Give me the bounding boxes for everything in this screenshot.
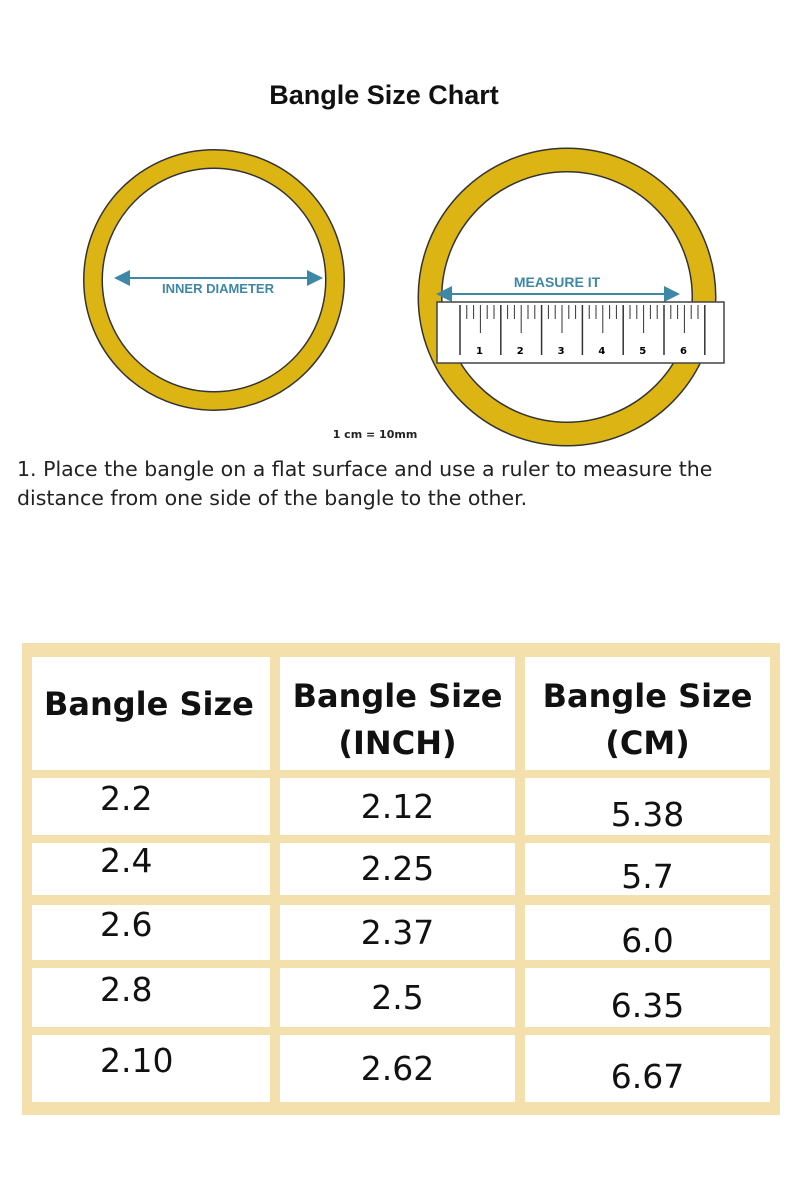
cell-value: 2.25 xyxy=(360,849,435,888)
table-cell: 6.35 xyxy=(525,968,770,1027)
table-cell: 2.10 xyxy=(32,1035,270,1102)
scale-note: 1 cm = 10mm xyxy=(332,428,418,441)
table-cell: 5.7 xyxy=(525,843,770,896)
cell-value: 2.2 xyxy=(100,779,153,818)
ruler-number: 5 xyxy=(639,346,646,357)
bangle-measure-illustration: MEASURE IT 1 2 3 4 5 6 xyxy=(417,147,725,447)
ruler xyxy=(436,301,725,364)
header-label: Bangle Size xyxy=(44,685,254,723)
table-cell: 2.37 xyxy=(280,905,515,960)
header-label: Bangle Size (CM) xyxy=(542,677,753,762)
instruction-text: 1. Place the bangle on a flat surface an… xyxy=(17,457,713,510)
cell-value: 2.4 xyxy=(100,841,153,880)
cell-value: 2.37 xyxy=(360,913,435,952)
table-header: Bangle Size (INCH) xyxy=(280,657,515,770)
cell-value: 2.12 xyxy=(360,787,435,826)
bangle-diagram: INNER DIAMETER MEASURE IT 1 2 3 4 5 6 xyxy=(83,147,725,447)
cell-value: 6.35 xyxy=(610,986,685,1025)
ruler-ticks xyxy=(459,305,706,355)
bangle-inner-diameter-illustration: INNER DIAMETER xyxy=(83,149,345,411)
cell-value: 5.38 xyxy=(610,795,685,834)
ruler-number: 4 xyxy=(598,346,605,357)
table-cell: 2.62 xyxy=(280,1035,515,1102)
table-cell: 2.12 xyxy=(280,778,515,835)
table-cell: 6.0 xyxy=(525,905,770,960)
table-header: Bangle Size xyxy=(32,657,270,770)
cell-value: 6.0 xyxy=(621,921,674,960)
ruler-number: 1 xyxy=(476,346,483,357)
table-cell: 2.8 xyxy=(32,968,270,1027)
table-cell: 2.4 xyxy=(32,841,270,895)
cell-value: 2.6 xyxy=(100,905,153,944)
header-label: Bangle Size (INCH) xyxy=(292,677,503,762)
table-cell: 2.2 xyxy=(32,778,270,835)
cell-value: 2.8 xyxy=(100,970,153,1009)
cell-value: 2.62 xyxy=(360,1049,435,1088)
table-cell: 2.25 xyxy=(280,843,515,895)
ruler-number: 3 xyxy=(558,346,565,357)
size-table: Bangle Size Bangle Size (INCH) Bangle Size… xyxy=(22,643,780,1115)
measure-label: MEASURE IT xyxy=(514,274,601,290)
inner-diameter-label: INNER DIAMETER xyxy=(162,281,275,296)
ruler-number: 6 xyxy=(680,346,687,357)
cell-value: 2.10 xyxy=(100,1041,174,1080)
table-cell: 5.38 xyxy=(525,778,770,835)
page-title: Bangle Size Chart xyxy=(269,80,499,110)
table-cell: 2.5 xyxy=(280,968,515,1027)
cell-value: 5.7 xyxy=(621,857,674,896)
table-cell: 2.6 xyxy=(32,905,270,960)
cell-value: 6.67 xyxy=(610,1057,685,1096)
table-cell: 6.67 xyxy=(525,1035,770,1102)
ruler-number: 2 xyxy=(517,346,524,357)
cell-value: 2.5 xyxy=(371,978,424,1017)
table-header: Bangle Size (CM) xyxy=(525,657,770,770)
